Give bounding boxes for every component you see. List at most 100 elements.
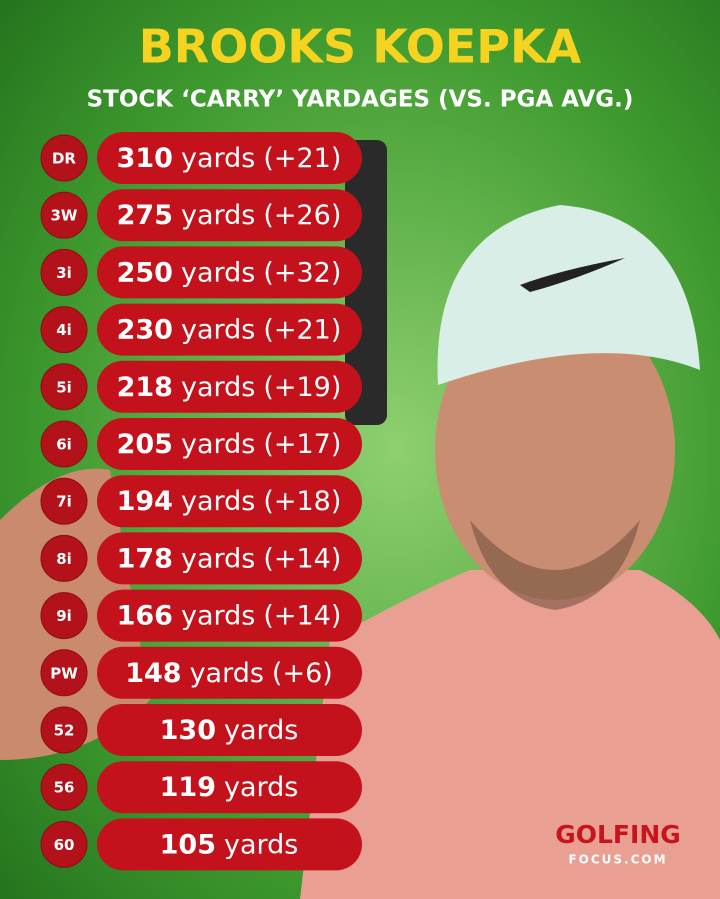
yardage-pill bbox=[97, 475, 362, 528]
yardage-text: 205 yards (+17) bbox=[117, 429, 342, 460]
yardage-row: 7i 194 yards (+18) bbox=[40, 475, 362, 528]
club-badge bbox=[40, 134, 88, 182]
carry-value: 194 bbox=[117, 486, 173, 517]
logo-sub: FOCUS.COM bbox=[568, 853, 667, 867]
club-label: 60 bbox=[54, 836, 75, 854]
yardage-text: 218 yards (+19) bbox=[117, 371, 342, 402]
unit: yards bbox=[181, 429, 255, 460]
yardage-pill bbox=[97, 761, 362, 814]
unit: yards bbox=[190, 657, 264, 688]
carry-value: 130 bbox=[160, 715, 216, 746]
yardage-row: PW 148 yards (+6) bbox=[40, 646, 362, 699]
unit: yards bbox=[181, 257, 255, 288]
yardage-row: 4i 230 yards (+21) bbox=[40, 303, 362, 356]
yardage-text: 310 yards (+21) bbox=[117, 143, 342, 174]
yardage-pill bbox=[97, 303, 362, 356]
carry-value: 178 bbox=[117, 543, 173, 574]
yardage-row: 5i 218 yards (+19) bbox=[40, 360, 362, 413]
vs-avg: (+32) bbox=[263, 257, 341, 288]
club-label: DR bbox=[52, 150, 76, 168]
club-label: 6i bbox=[56, 436, 72, 454]
club-label: 4i bbox=[56, 321, 72, 339]
club-label: 3i bbox=[56, 264, 72, 282]
club-badge bbox=[40, 191, 88, 239]
logo-name: GOLFING bbox=[555, 820, 681, 849]
club-badge bbox=[40, 706, 88, 754]
yardage-row: 6i 205 yards (+17) bbox=[40, 418, 362, 470]
club-label: 7i bbox=[56, 493, 72, 511]
club-label: PW bbox=[50, 664, 78, 682]
vs-avg: (+6) bbox=[272, 657, 333, 688]
carry-value: 218 bbox=[117, 371, 173, 402]
yardage-pill bbox=[97, 646, 362, 699]
club-label: 8i bbox=[56, 550, 72, 568]
club-label: 9i bbox=[56, 607, 72, 625]
unit: yards bbox=[181, 543, 255, 574]
vs-avg: (+21) bbox=[263, 314, 341, 345]
unit: yards bbox=[181, 143, 255, 174]
yardage-pill bbox=[97, 818, 362, 871]
carry-value: 250 bbox=[117, 257, 173, 288]
logo: GOLFING FOCUS.COM bbox=[555, 820, 681, 867]
club-badge bbox=[40, 763, 88, 811]
vs-avg: (+19) bbox=[263, 371, 341, 402]
vs-avg: (+26) bbox=[263, 200, 341, 231]
yardage-pill bbox=[97, 418, 362, 470]
yardage-pill bbox=[97, 532, 362, 585]
yardage-text: 178 yards (+14) bbox=[117, 543, 342, 574]
yardage-text: 194 yards (+18) bbox=[117, 486, 342, 517]
yardage-text: 105 yards bbox=[160, 829, 299, 860]
club-badge bbox=[40, 306, 88, 354]
club-badge bbox=[40, 592, 88, 640]
club-label: 52 bbox=[54, 722, 75, 740]
unit: yards bbox=[181, 486, 255, 517]
yardage-row: 3W 275 yards (+26) bbox=[40, 189, 362, 242]
vs-avg: (+21) bbox=[263, 143, 341, 174]
club-label: 5i bbox=[56, 378, 72, 396]
vs-avg: (+14) bbox=[263, 543, 341, 574]
unit: yards bbox=[181, 600, 255, 631]
vs-avg: (+18) bbox=[263, 486, 341, 517]
yardage-row: 60 105 yards bbox=[40, 818, 362, 871]
carry-value: 205 bbox=[117, 429, 173, 460]
club-label: 56 bbox=[54, 779, 75, 797]
yardage-text: 148 yards (+6) bbox=[125, 657, 333, 688]
yardage-row: 52 130 yards bbox=[40, 704, 362, 756]
carry-value: 105 bbox=[160, 829, 216, 860]
club-badge bbox=[40, 534, 88, 582]
club-badge bbox=[40, 420, 88, 468]
yardage-list: DR 310 yards (+21) 3W 275 yards (+26) 3i 250 yards… bbox=[40, 132, 362, 871]
subtitle: STOCK ‘CARRY’ YARDAGES (VS. PGA AVG.) bbox=[87, 87, 634, 113]
yardage-row: 56 119 yards bbox=[40, 761, 362, 814]
yardage-text: 166 yards (+14) bbox=[117, 600, 342, 631]
yardage-text: 250 yards (+32) bbox=[117, 257, 342, 288]
yardage-pill bbox=[97, 132, 362, 184]
unit: yards bbox=[224, 829, 298, 860]
title: BROOKS KOEPKA bbox=[139, 20, 582, 74]
carry-value: 148 bbox=[125, 657, 181, 688]
carry-value: 166 bbox=[117, 600, 173, 631]
club-badge bbox=[40, 477, 88, 525]
carry-value: 275 bbox=[117, 200, 173, 231]
unit: yards bbox=[224, 772, 298, 803]
yardage-pill bbox=[97, 246, 362, 299]
unit: yards bbox=[181, 200, 255, 231]
club-badge bbox=[40, 363, 88, 411]
yardage-pill bbox=[97, 589, 362, 642]
club-badge bbox=[40, 649, 88, 697]
unit: yards bbox=[181, 371, 255, 402]
yardage-text: 275 yards (+26) bbox=[117, 200, 342, 231]
unit: yards bbox=[224, 715, 298, 746]
yardage-pill bbox=[97, 189, 362, 242]
vs-avg: (+17) bbox=[263, 429, 341, 460]
yardage-row: 3i 250 yards (+32) bbox=[40, 246, 362, 299]
club-badge bbox=[40, 248, 88, 296]
carry-value: 230 bbox=[117, 314, 173, 345]
yardage-pill bbox=[97, 704, 362, 756]
yardage-row: 8i 178 yards (+14) bbox=[40, 532, 362, 585]
club-badge bbox=[40, 820, 88, 868]
yardage-text: 119 yards bbox=[160, 772, 299, 803]
yardage-row: 9i 166 yards (+14) bbox=[40, 589, 362, 642]
carry-value: 310 bbox=[117, 143, 173, 174]
